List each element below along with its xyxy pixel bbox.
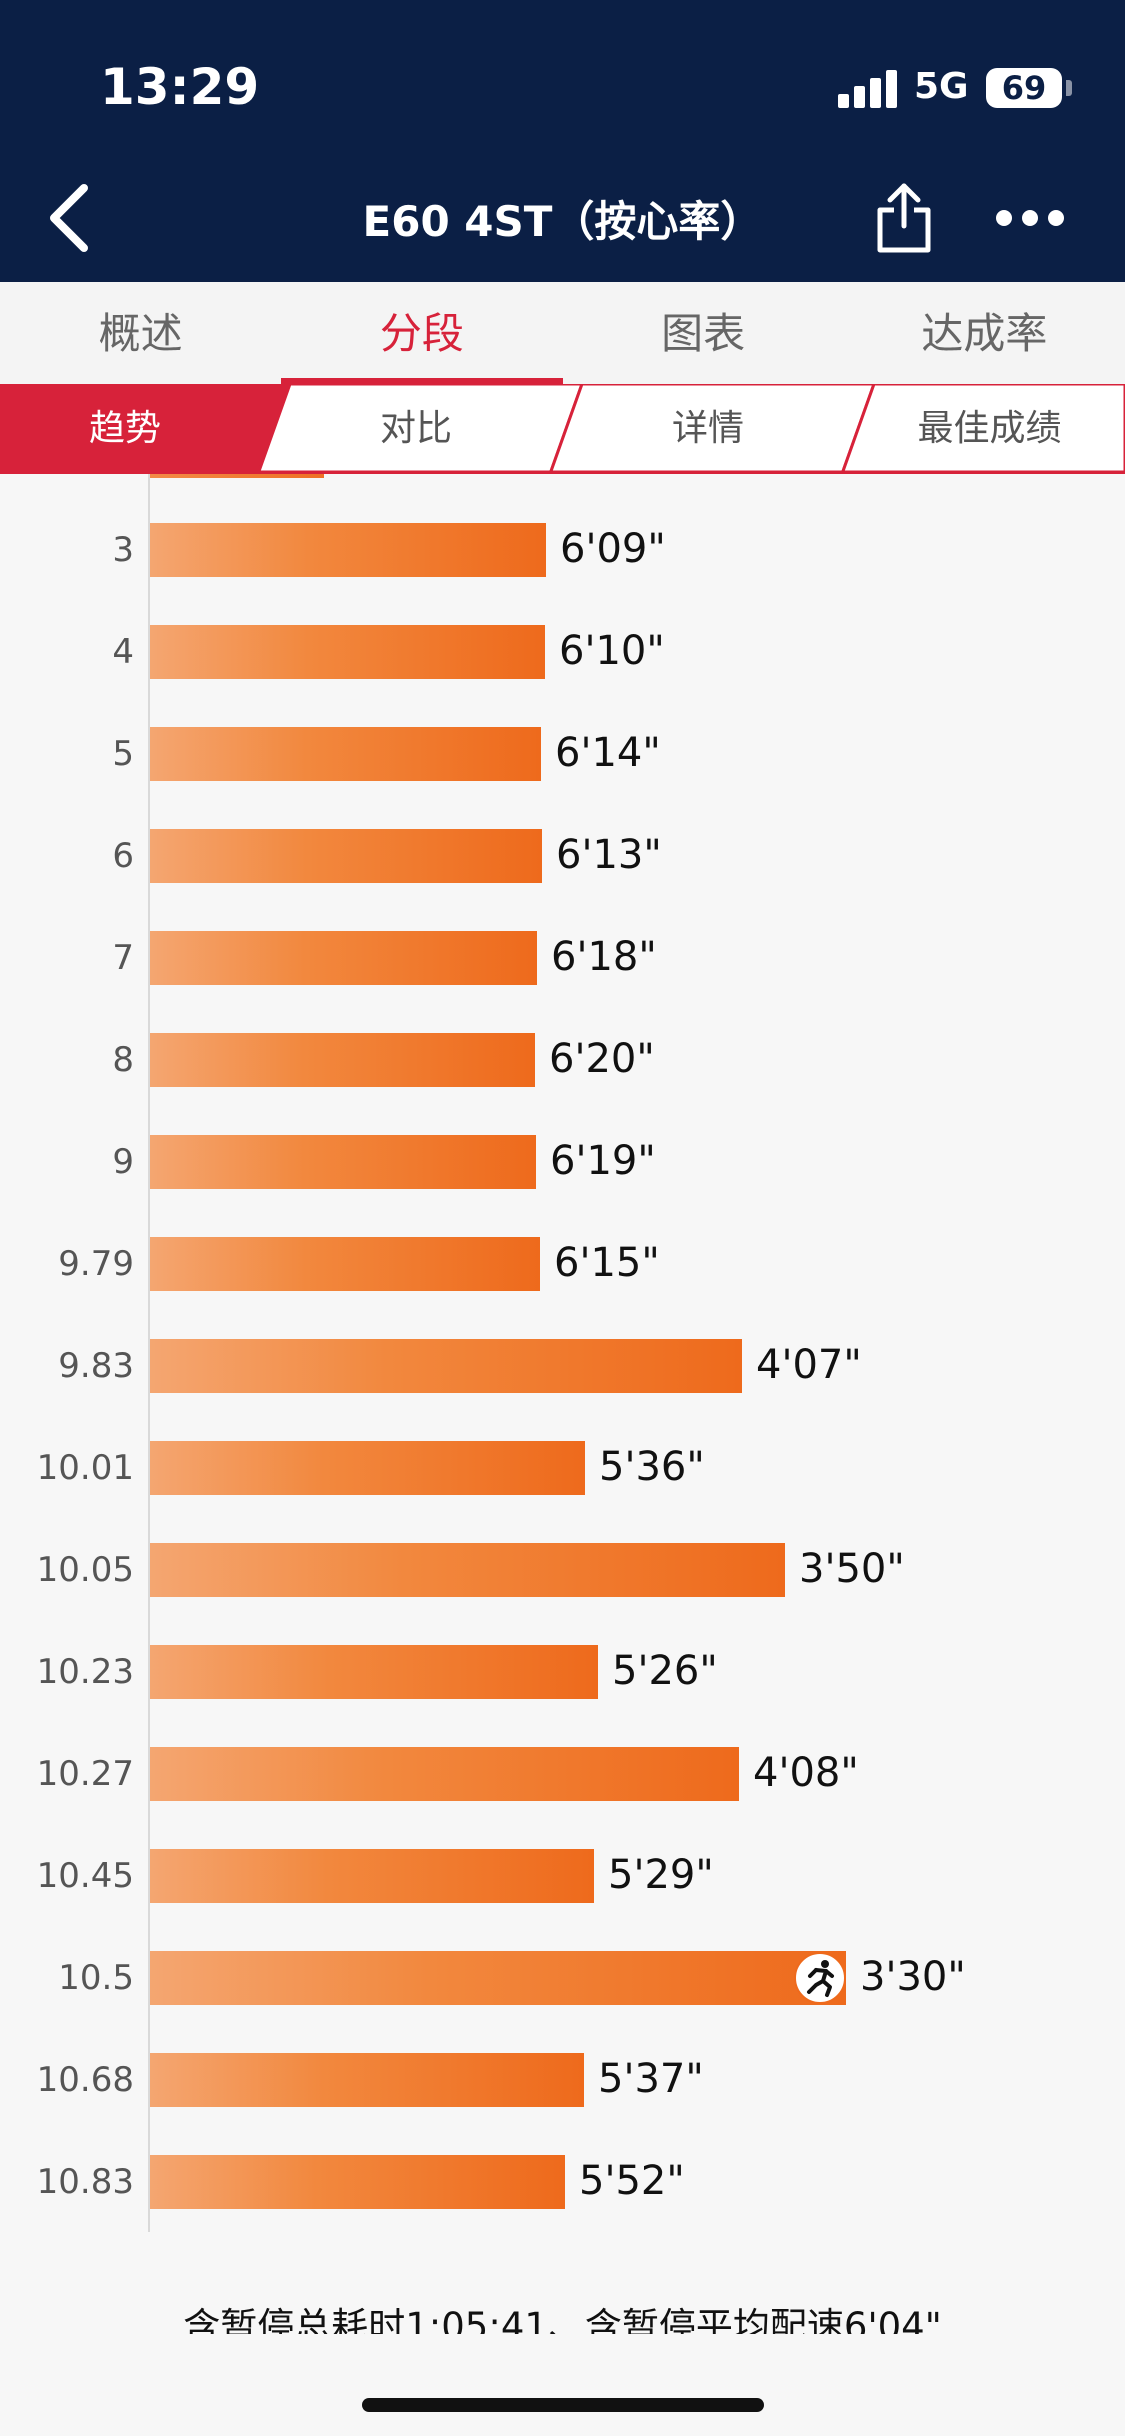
network-type: 5G	[914, 66, 969, 107]
distance-label: 10.27	[36, 1754, 134, 1794]
pace-chart[interactable]: 3 6'09" 4 6'10" 5 6'14" 6 6'13" 7 6'18" 8 6'20" 9 6'1…	[0, 474, 1125, 2234]
more-button[interactable]	[990, 200, 1070, 236]
pace-value: 5'29"	[608, 1852, 714, 1898]
chevron-left-icon	[50, 184, 88, 252]
distance-label: 10.45	[36, 1856, 134, 1896]
pace-value: 3'30"	[860, 1954, 966, 2000]
distance-label: 6	[112, 836, 134, 876]
subtab-details[interactable]: 详情	[671, 408, 744, 449]
pace-bar[interactable]	[150, 1237, 540, 1291]
pace-value: 6'15"	[554, 1240, 660, 1286]
distance-label: 10.5	[58, 1958, 134, 1998]
partial-bar	[150, 474, 324, 478]
header: 13:29 5G 69 E60 4ST（按心率）	[0, 0, 1125, 282]
pace-value: 3'50"	[799, 1546, 905, 1592]
tab-splits[interactable]: 分段	[281, 282, 563, 384]
distance-label: 4	[112, 632, 134, 672]
pace-value: 5'37"	[598, 2056, 704, 2102]
distance-label: 9.79	[58, 1244, 134, 1284]
subtab-best[interactable]: 最佳成绩	[917, 408, 1062, 449]
summary-text: 含暂停总耗时1:05:41、含暂停平均配速6'04"	[183, 2305, 942, 2334]
pace-bar[interactable]	[150, 2155, 565, 2209]
tab-charts[interactable]: 图表	[661, 309, 746, 358]
share-icon	[877, 183, 931, 253]
status-time: 13:29	[100, 58, 260, 116]
distance-label: 8	[112, 1040, 134, 1080]
pace-value: 5'26"	[612, 1648, 718, 1694]
pace-bar[interactable]	[150, 931, 537, 985]
pace-bar[interactable]	[150, 523, 546, 577]
distance-label: 10.23	[36, 1652, 134, 1692]
pace-bar[interactable]	[150, 1339, 742, 1393]
pace-value: 6'09"	[560, 526, 666, 572]
pace-value: 4'07"	[756, 1342, 862, 1388]
distance-label: 7	[112, 938, 134, 978]
pace-value: 6'10"	[559, 628, 665, 674]
signal-icon	[838, 70, 898, 108]
pace-bar[interactable]	[150, 1543, 785, 1597]
distance-label: 10.01	[36, 1448, 134, 1488]
pace-bar[interactable]	[150, 1135, 536, 1189]
pace-value: 5'36"	[599, 1444, 705, 1490]
runner-icon	[794, 1952, 846, 2004]
pace-value: 6'19"	[550, 1138, 656, 1184]
distance-label: 10.05	[36, 1550, 134, 1590]
pace-value: 6'13"	[556, 832, 662, 878]
pace-bar[interactable]	[150, 727, 541, 781]
pace-bar[interactable]	[150, 2053, 584, 2107]
battery-cap	[1066, 80, 1072, 96]
back-button[interactable]	[40, 176, 100, 260]
pace-bar[interactable]	[150, 625, 545, 679]
distance-label: 10.83	[36, 2162, 134, 2202]
more-icon	[996, 210, 1064, 226]
pace-value: 6'18"	[551, 934, 657, 980]
pace-bar[interactable]	[150, 1441, 585, 1495]
main-tabs: 概述 分段 图表 达成率	[0, 282, 1125, 384]
distance-label: 5	[112, 734, 134, 774]
pace-bar[interactable]	[150, 1849, 594, 1903]
chart-axis	[148, 474, 150, 2232]
subtab-trend[interactable]: 趋势	[88, 408, 161, 449]
page-title: E60 4ST（按心率）	[362, 197, 763, 246]
pace-value: 6'14"	[555, 730, 661, 776]
home-indicator	[362, 2398, 764, 2412]
pace-value: 4'08"	[753, 1750, 859, 1796]
battery-icon: 69	[986, 68, 1062, 108]
distance-label: 3	[112, 530, 134, 570]
pace-value: 6'20"	[549, 1036, 655, 1082]
pace-bar[interactable]	[150, 829, 542, 883]
pace-bar[interactable]	[150, 1645, 598, 1699]
distance-label: 9.83	[58, 1346, 134, 1386]
distance-label: 9	[112, 1142, 134, 1182]
tab-achievement[interactable]: 达成率	[921, 309, 1048, 358]
pace-bar[interactable]	[150, 1747, 739, 1801]
pace-value: 5'52"	[579, 2158, 685, 2204]
share-button[interactable]	[872, 178, 936, 256]
distance-label: 10.68	[36, 2060, 134, 2100]
sub-tabs-shape	[0, 384, 1125, 474]
subtab-compare[interactable]: 对比	[379, 408, 452, 449]
tab-overview[interactable]: 概述	[98, 309, 183, 358]
sub-tabs: 趋势 对比 详情 最佳成绩	[0, 384, 1125, 474]
pace-bar[interactable]	[150, 1033, 535, 1087]
pace-bar[interactable]	[150, 1951, 846, 2005]
